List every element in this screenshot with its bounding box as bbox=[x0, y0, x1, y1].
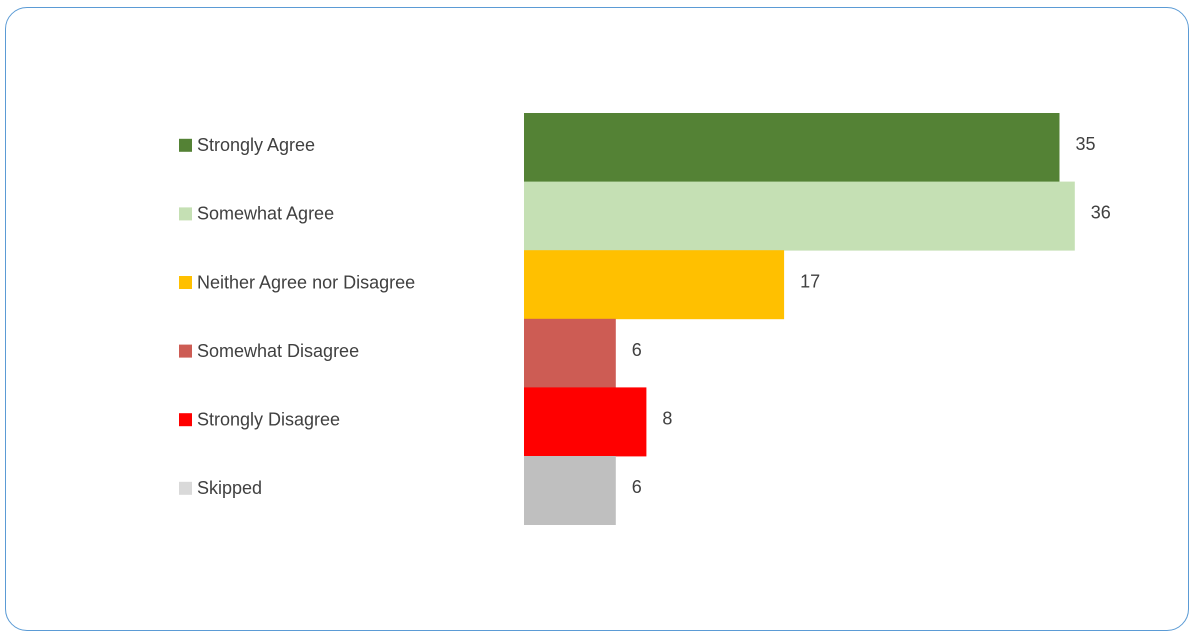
bar-skipped bbox=[524, 456, 616, 525]
bar-somewhat-disagree bbox=[524, 318, 616, 388]
category-label-somewhat-disagree: Somewhat Disagree bbox=[197, 341, 359, 361]
category-label-neither-agree-nor-disagree: Neither Agree nor Disagree bbox=[197, 272, 415, 292]
legend-swatch-somewhat-agree bbox=[179, 207, 192, 221]
data-label-strongly-agree: 35 bbox=[1076, 134, 1096, 154]
category-label-skipped: Skipped bbox=[197, 478, 262, 498]
bars bbox=[524, 113, 1075, 525]
bar-strongly-agree bbox=[524, 113, 1060, 182]
legend-swatch-strongly-disagree bbox=[179, 413, 192, 427]
bar-somewhat-agree bbox=[524, 181, 1075, 251]
data-label-skipped: 6 bbox=[632, 477, 642, 497]
category-label-somewhat-agree: Somewhat Agree bbox=[197, 204, 334, 224]
category-label-strongly-agree: Strongly Agree bbox=[197, 135, 315, 155]
data-labels: 35 36 17 6 8 6 bbox=[632, 134, 1111, 497]
legend-swatch-strongly-agree bbox=[179, 138, 192, 152]
data-label-somewhat-disagree: 6 bbox=[632, 340, 642, 360]
legend-swatch-skipped bbox=[179, 481, 192, 495]
bar-neither-agree-nor-disagree bbox=[524, 250, 785, 320]
data-label-somewhat-agree: 36 bbox=[1091, 203, 1111, 223]
category-label-strongly-disagree: Strongly Disagree bbox=[197, 409, 340, 429]
category-legend: Strongly Agree Somewhat Agree Neither Agre… bbox=[179, 135, 415, 498]
legend-swatch-somewhat-disagree bbox=[179, 344, 192, 358]
data-label-neither-agree-nor-disagree: 17 bbox=[800, 271, 820, 291]
data-label-strongly-disagree: 8 bbox=[662, 408, 672, 428]
legend-swatch-neither-agree-nor-disagree bbox=[179, 276, 192, 289]
bar-strongly-disagree bbox=[524, 387, 647, 457]
